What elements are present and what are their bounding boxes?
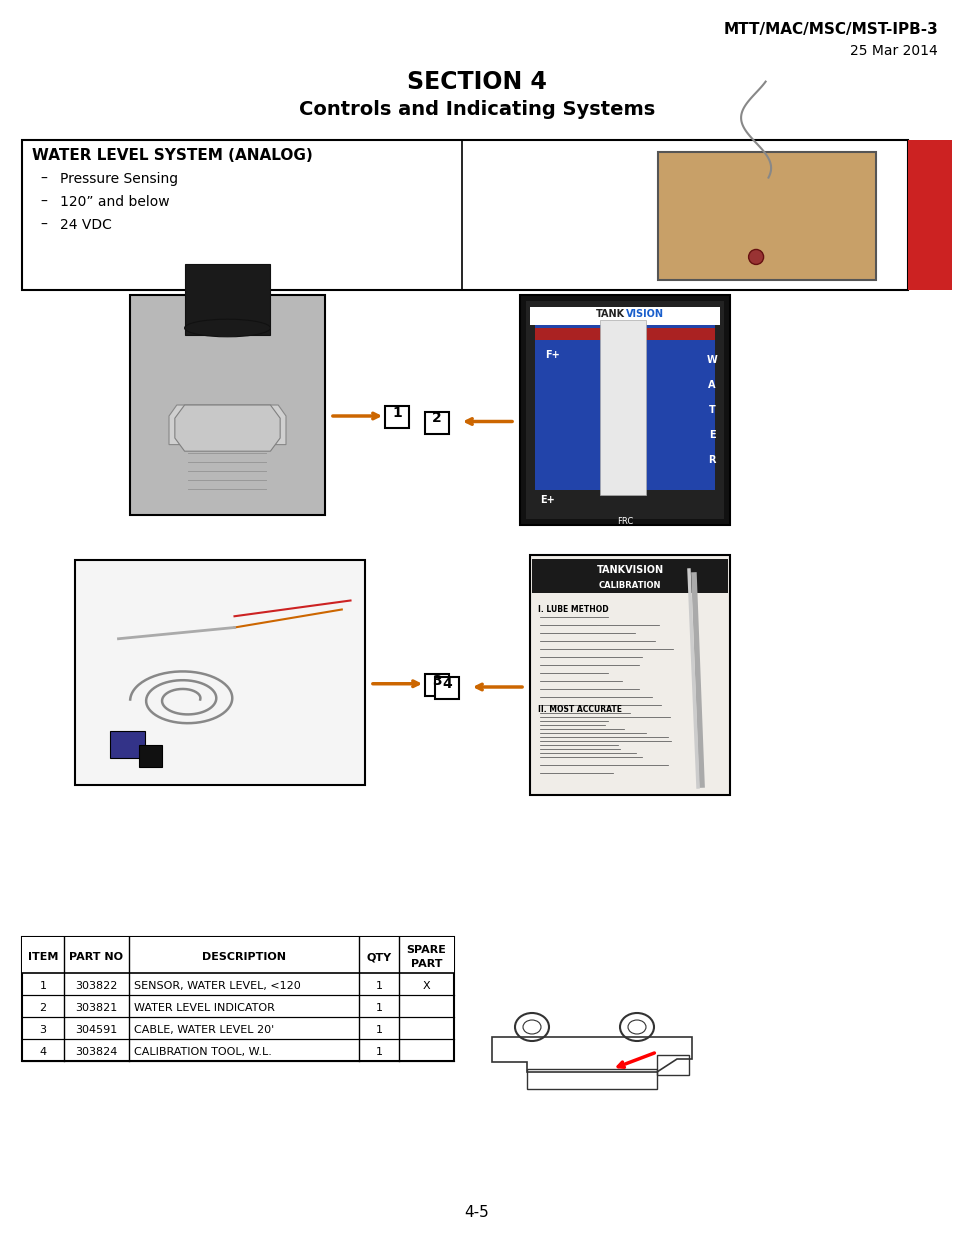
Text: FRC: FRC bbox=[617, 517, 633, 526]
Bar bbox=[385, 406, 409, 429]
Text: 2: 2 bbox=[432, 411, 441, 426]
Text: 1: 1 bbox=[392, 406, 401, 420]
Text: F+: F+ bbox=[544, 350, 559, 359]
Text: 304591: 304591 bbox=[75, 1025, 117, 1035]
Text: 1: 1 bbox=[375, 1047, 382, 1057]
Bar bbox=[130, 295, 325, 515]
Bar bbox=[530, 555, 729, 795]
Text: PART NO: PART NO bbox=[70, 952, 123, 962]
Text: X: X bbox=[422, 981, 430, 990]
Polygon shape bbox=[174, 405, 280, 451]
Text: TANKVISION: TANKVISION bbox=[596, 564, 663, 576]
Bar bbox=[526, 1070, 657, 1089]
Bar bbox=[138, 745, 162, 767]
Text: DESCRIPTION: DESCRIPTION bbox=[202, 952, 286, 962]
Bar bbox=[435, 677, 458, 699]
Text: A: A bbox=[707, 380, 715, 390]
Bar bbox=[424, 411, 449, 433]
Bar bbox=[907, 140, 951, 290]
Text: WATER LEVEL SYSTEM (ANALOG): WATER LEVEL SYSTEM (ANALOG) bbox=[32, 148, 313, 163]
Bar bbox=[658, 152, 875, 280]
Bar bbox=[75, 559, 365, 785]
Text: TANK: TANK bbox=[596, 309, 624, 319]
Text: II. MOST ACCURATE: II. MOST ACCURATE bbox=[537, 705, 621, 714]
Text: W: W bbox=[706, 354, 717, 366]
Text: 24 VDC: 24 VDC bbox=[60, 219, 112, 232]
Text: 1: 1 bbox=[375, 981, 382, 990]
Text: 4-5: 4-5 bbox=[464, 1205, 489, 1220]
Text: SPARE: SPARE bbox=[406, 945, 446, 955]
Bar bbox=[525, 301, 723, 519]
Text: MTT/MAC/MSC/MST-IPB-3: MTT/MAC/MSC/MST-IPB-3 bbox=[722, 22, 937, 37]
Text: SECTION 4: SECTION 4 bbox=[407, 70, 546, 94]
Bar bbox=[657, 1055, 688, 1074]
Bar bbox=[599, 320, 645, 495]
Bar bbox=[424, 674, 449, 695]
Bar bbox=[535, 329, 714, 340]
Text: SENSOR, WATER LEVEL, <120: SENSOR, WATER LEVEL, <120 bbox=[133, 981, 300, 990]
Text: I. LUBE METHOD: I. LUBE METHOD bbox=[537, 605, 608, 614]
Bar bbox=[530, 308, 720, 325]
Bar bbox=[519, 295, 729, 525]
Text: QTY: QTY bbox=[366, 952, 391, 962]
Text: E: E bbox=[708, 430, 715, 440]
Ellipse shape bbox=[185, 319, 270, 337]
Text: Controls and Indicating Systems: Controls and Indicating Systems bbox=[298, 100, 655, 119]
Bar bbox=[535, 320, 714, 490]
Text: 303821: 303821 bbox=[75, 1003, 117, 1013]
Text: 4: 4 bbox=[441, 677, 452, 692]
Text: –: – bbox=[40, 172, 47, 186]
Text: 120” and below: 120” and below bbox=[60, 195, 170, 209]
Text: E+: E+ bbox=[539, 495, 554, 505]
Text: WATER LEVEL INDICATOR: WATER LEVEL INDICATOR bbox=[133, 1003, 274, 1013]
Text: –: – bbox=[40, 195, 47, 209]
Bar bbox=[110, 731, 145, 758]
Text: 2: 2 bbox=[39, 1003, 47, 1013]
Text: CABLE, WATER LEVEL 20': CABLE, WATER LEVEL 20' bbox=[133, 1025, 274, 1035]
Text: 1: 1 bbox=[375, 1003, 382, 1013]
Ellipse shape bbox=[748, 249, 762, 264]
Text: T: T bbox=[708, 405, 715, 415]
Polygon shape bbox=[169, 405, 286, 445]
Text: Pressure Sensing: Pressure Sensing bbox=[60, 172, 178, 186]
Text: 1: 1 bbox=[375, 1025, 382, 1035]
Text: 25 Mar 2014: 25 Mar 2014 bbox=[849, 44, 937, 58]
Text: CALIBRATION TOOL, W.L.: CALIBRATION TOOL, W.L. bbox=[133, 1047, 272, 1057]
Text: PART: PART bbox=[411, 960, 442, 969]
Text: –: – bbox=[40, 219, 47, 232]
Bar bbox=[22, 937, 454, 973]
Text: 1: 1 bbox=[39, 981, 47, 990]
Text: CALIBRATION: CALIBRATION bbox=[598, 580, 660, 590]
Bar bbox=[22, 140, 907, 290]
Text: ITEM: ITEM bbox=[28, 952, 58, 962]
Text: VISION: VISION bbox=[625, 309, 663, 319]
Bar bbox=[185, 264, 270, 335]
Text: 303822: 303822 bbox=[75, 981, 117, 990]
Bar bbox=[22, 937, 454, 1061]
Text: 303824: 303824 bbox=[75, 1047, 117, 1057]
Text: 3: 3 bbox=[39, 1025, 47, 1035]
Text: 4: 4 bbox=[39, 1047, 47, 1057]
Bar bbox=[532, 559, 727, 593]
Text: R: R bbox=[707, 454, 715, 466]
Text: 3: 3 bbox=[432, 674, 441, 688]
